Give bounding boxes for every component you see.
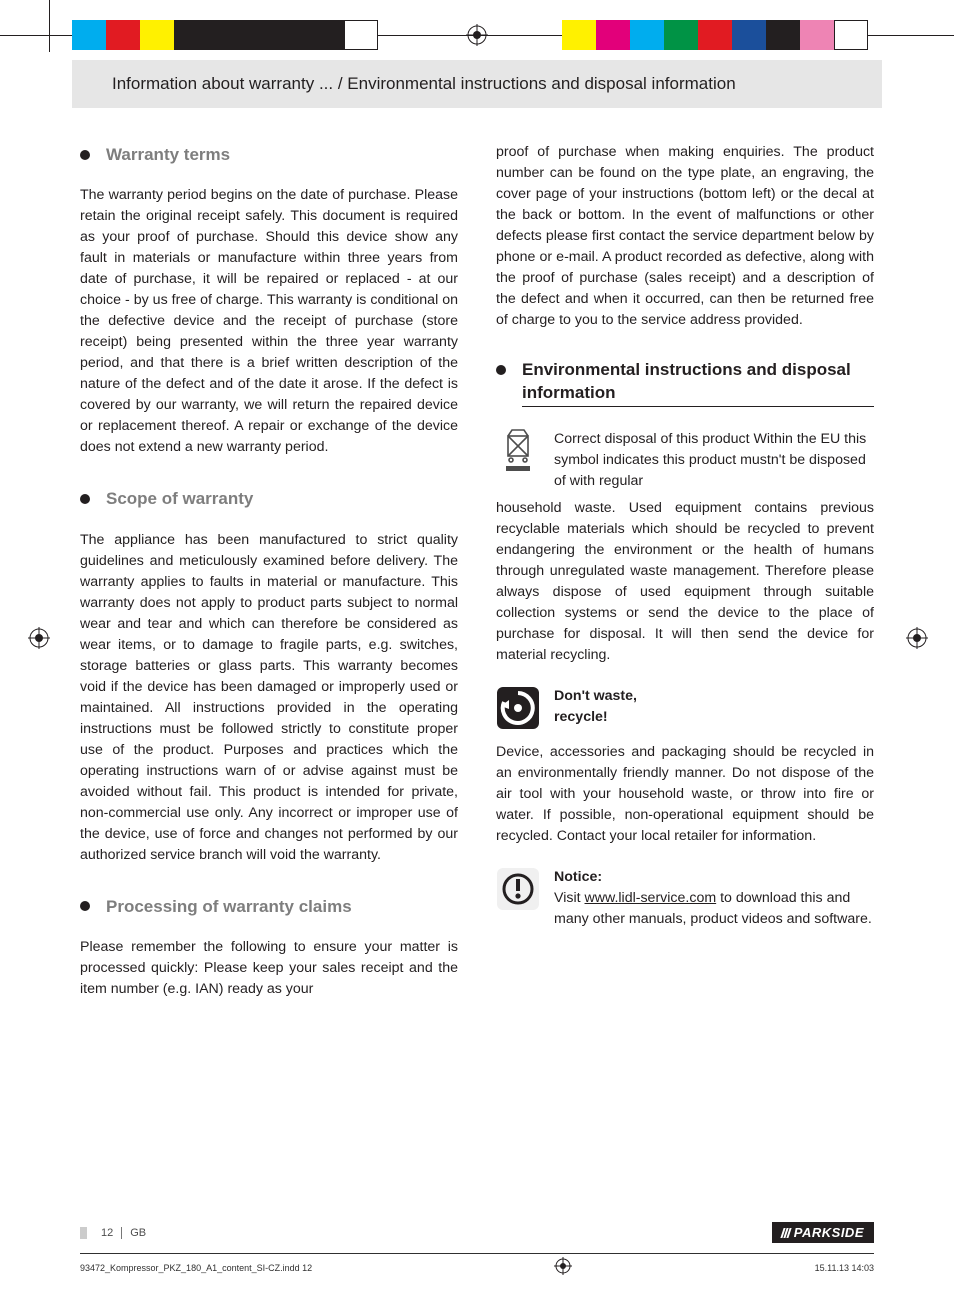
registration-target-bottom (554, 1257, 572, 1279)
heading-warranty-terms: Warranty terms (80, 142, 458, 167)
registration-left-strip (72, 20, 378, 50)
page-lang: GB (121, 1227, 146, 1239)
registration-target-right (906, 627, 928, 649)
recycle-callout: Don't waste, recycle! (496, 686, 874, 730)
column-right: proof of purchase when making enquiries.… (496, 128, 874, 1000)
para-environmental-rest: household waste. Used equipment contains… (496, 498, 874, 666)
page-number: 12 GB (80, 1227, 146, 1239)
weee-lead-text: Correct disposal of this product Within … (554, 429, 874, 492)
flag-gb-icon (80, 1227, 87, 1239)
recycle-icon (496, 686, 540, 730)
registration-right-strip (562, 20, 868, 50)
heading-text: Processing of warranty claims (106, 894, 352, 919)
para-warranty-terms: The warranty period begins on the date o… (80, 185, 458, 458)
recycle-line1: Don't waste, (554, 688, 637, 704)
para-recycle: Device, accessories and packaging should… (496, 742, 874, 847)
column-left: Warranty terms The warranty period begin… (80, 128, 458, 1000)
bullet-icon (80, 494, 90, 504)
heading-environmental: Environmental instructions and disposal … (496, 359, 874, 407)
bullet-icon (496, 365, 506, 375)
page-header-title: Information about warranty ... / Environ… (112, 74, 862, 94)
weee-callout: Correct disposal of this product Within … (496, 429, 874, 492)
slug-datetime: 15.11.13 14:03 (815, 1263, 874, 1273)
recycle-line2: recycle! (554, 709, 608, 725)
page-body: Information about warranty ... / Environ… (72, 60, 882, 1195)
brand-logo: PARKSIDE (772, 1222, 874, 1243)
brand-stripes-icon (782, 1228, 790, 1238)
heading-scope: Scope of warranty (80, 486, 458, 511)
notice-url[interactable]: www.lidl-service.com (585, 890, 717, 906)
crop-line-top-v (49, 0, 50, 52)
page-number-value: 12 (101, 1227, 113, 1239)
para-col2-continuation: proof of purchase when making enquiries.… (496, 142, 874, 331)
heading-text: Scope of warranty (106, 486, 253, 511)
bullet-icon (80, 901, 90, 911)
weee-icon (496, 429, 540, 473)
heading-text: Warranty terms (106, 142, 230, 167)
notice-text: Notice: Visit www.lidl-service.com to do… (554, 867, 874, 930)
brand-name: PARKSIDE (794, 1225, 864, 1240)
slug-line (80, 1253, 874, 1254)
slug-filename: 93472_Kompressor_PKZ_180_A1_content_SI-C… (80, 1263, 312, 1273)
indesign-slug: 93472_Kompressor_PKZ_180_A1_content_SI-C… (80, 1257, 874, 1279)
notice-heading: Notice: (554, 869, 602, 885)
bullet-icon (80, 150, 90, 160)
recycle-heading: Don't waste, recycle! (554, 686, 874, 728)
registration-target-top (466, 24, 488, 46)
notice-icon (496, 867, 540, 911)
para-scope: The appliance has been manufactured to s… (80, 530, 458, 866)
heading-text: Environmental instructions and disposal … (522, 359, 874, 407)
heading-processing: Processing of warranty claims (80, 894, 458, 919)
para-processing: Please remember the following to ensure … (80, 937, 458, 1000)
two-column-layout: Warranty terms The warranty period begin… (72, 128, 882, 1000)
registration-target-left (28, 627, 50, 649)
page-footer: 12 GB PARKSIDE (80, 1222, 874, 1243)
notice-callout: Notice: Visit www.lidl-service.com to do… (496, 867, 874, 930)
notice-pre: Visit (554, 890, 585, 906)
page-header: Information about warranty ... / Environ… (72, 60, 882, 108)
